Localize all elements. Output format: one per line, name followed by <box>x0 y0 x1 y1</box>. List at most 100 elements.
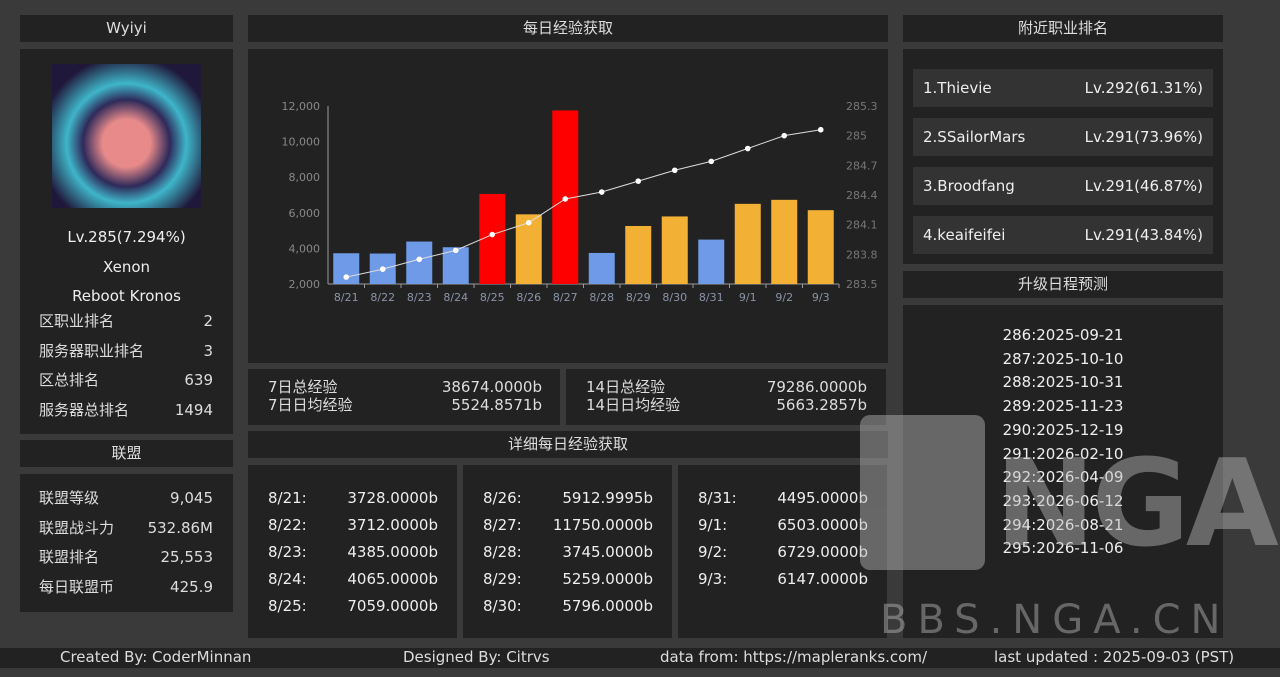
forecast-item: 290:2025-12-19 <box>1002 420 1124 439</box>
detail-row: 8/21: 3728.0000b <box>268 484 438 511</box>
nearby-title: 附近职业排名 <box>903 15 1223 42</box>
forecast-item: 287:2025-10-10 <box>1002 349 1124 368</box>
player-level: Lv.285(7.294%) <box>67 228 186 246</box>
nearby-rank-item[interactable]: 4.keaifeifei Lv.291(43.84%) <box>913 216 1213 254</box>
level-point <box>817 126 824 133</box>
player-name: Wyiyi <box>20 15 233 42</box>
level-point <box>744 145 751 152</box>
stat-row: 联盟等级 9,045 <box>39 484 213 514</box>
bar-8/31 <box>698 239 725 284</box>
detail-row: 8/27: 11750.0000b <box>483 511 653 538</box>
union-title: 联盟 <box>20 440 233 467</box>
chart-title: 每日经验获取 <box>248 15 888 42</box>
stat-row: 联盟排名 25,553 <box>39 543 213 573</box>
rank-name: 4.keaifeifei <box>923 226 1006 244</box>
x-tick-label: 8/24 <box>443 291 468 304</box>
stat-label: 联盟等级 <box>39 489 100 507</box>
detail-row: 8/30: 5796.0000b <box>483 592 653 619</box>
forecast-panel: 286:2025-09-21 287:2025-10-10 288:2025-10-… <box>903 305 1223 638</box>
level-point <box>671 167 678 174</box>
forecast-item: 291:2026-02-10 <box>1002 444 1124 463</box>
detail-exp: 3712.0000b <box>347 515 438 534</box>
footer: Created By: CoderMinnan Designed By: Cit… <box>0 648 1280 668</box>
detail-row: 8/22: 3712.0000b <box>268 511 438 538</box>
detail-exp: 3728.0000b <box>347 488 438 507</box>
stat-value: 639 <box>184 371 213 389</box>
detail-exp: 4495.0000b <box>777 488 868 507</box>
stat-label: 服务器总排名 <box>39 400 130 419</box>
footer-updated: last updated : 2025-09-03 (PST) <box>994 648 1235 666</box>
detail-date: 9/1: <box>698 515 728 534</box>
detail-date: 8/27: <box>483 515 522 534</box>
stat-label: 服务器职业排名 <box>39 341 145 360</box>
detail-date: 9/3: <box>698 569 728 588</box>
detail-row: 8/28: 3745.0000b <box>483 538 653 565</box>
detail-exp: 5912.9995b <box>562 488 653 507</box>
level-point <box>708 158 715 165</box>
detail-exp: 3745.0000b <box>562 542 653 561</box>
stat-row: 服务器总排名 1494 <box>39 396 213 426</box>
level-point <box>525 219 532 226</box>
stat-label: 区总排名 <box>39 371 100 389</box>
rank-name: 3.Broodfang <box>923 177 1015 195</box>
forecast-item: 292:2026-04-09 <box>1002 468 1124 487</box>
stat-row: 服务器职业排名 3 <box>39 337 213 367</box>
detail-row: 8/25: 7059.0000b <box>268 592 438 619</box>
forecast-item: 295:2026-11-06 <box>1002 539 1124 558</box>
stat-value: 1494 <box>174 400 213 419</box>
y-tick-label: 6,000 <box>289 207 321 220</box>
y-tick-label: 2,000 <box>289 278 321 291</box>
stat-label: 区职业排名 <box>39 312 115 330</box>
nearby-rank-item[interactable]: 3.Broodfang Lv.291(46.87%) <box>913 167 1213 205</box>
detail-date: 8/31: <box>698 488 737 507</box>
detail-col: 8/31: 4495.0000b 9/1: 6503.0000b 9/2: 6729.00… <box>678 465 887 638</box>
y2-tick-label: 284.1 <box>846 219 878 232</box>
rank-level: Lv.291(43.84%) <box>1084 226 1203 244</box>
y2-tick-label: 285 <box>846 130 867 143</box>
bar-9/2 <box>771 199 798 284</box>
level-line <box>346 129 821 278</box>
detail-row: 8/23: 4385.0000b <box>268 538 438 565</box>
footer-source-link[interactable]: data from: https://mapleranks.com/ <box>660 648 927 666</box>
detail-exp: 7059.0000b <box>347 596 438 615</box>
detail-date: 8/21: <box>268 488 307 507</box>
x-tick-label: 8/31 <box>699 291 724 304</box>
detail-exp: 6729.0000b <box>777 542 868 561</box>
forecast-item: 294:2026-08-21 <box>1002 515 1124 534</box>
detail-date: 8/24: <box>268 569 307 588</box>
level-point <box>598 189 605 195</box>
value: 38674.0000b <box>441 378 542 396</box>
stat-label: 每日联盟币 <box>39 577 115 596</box>
detail-row: 9/2: 6729.0000b <box>698 538 868 565</box>
detail-row: 8/26: 5912.9995b <box>483 484 653 511</box>
rank-name: 1.Thievie <box>923 79 992 97</box>
y2-tick-label: 284.4 <box>846 189 878 202</box>
forecast-item: 293:2026-06-12 <box>1002 491 1124 510</box>
value: 5663.2857b <box>776 396 867 414</box>
detail-exp: 5259.0000b <box>562 569 653 588</box>
y2-tick-label: 285.3 <box>846 100 878 113</box>
rank-level: Lv.292(61.31%) <box>1084 79 1203 97</box>
stat-row: 区职业排名 2 <box>39 307 213 337</box>
y-tick-label: 10,000 <box>282 136 321 149</box>
y-tick-label: 4,000 <box>289 242 321 255</box>
y2-tick-label: 283.8 <box>846 248 878 261</box>
nearby-rank-item[interactable]: 1.Thievie Lv.292(61.31%) <box>913 69 1213 107</box>
rank-level: Lv.291(46.87%) <box>1084 177 1203 195</box>
detail-date: 8/23: <box>268 542 307 561</box>
stat-value: 9,045 <box>170 489 213 507</box>
x-tick-label: 9/2 <box>775 291 793 304</box>
union-panel: 联盟等级 9,045 联盟战斗力 532.86M 联盟排名 25,553 每日联盟币 425.… <box>20 474 233 612</box>
player-job: Xenon <box>102 257 151 276</box>
forecast-item: 289:2025-11-23 <box>1002 397 1124 416</box>
detail-col: 8/26: 5912.9995b 8/27: 11750.0000b 8/28: 3745… <box>463 465 672 638</box>
y-tick-label: 12,000 <box>282 100 321 113</box>
detail-exp: 4065.0000b <box>347 569 438 588</box>
detail-date: 8/25: <box>268 596 307 615</box>
bar-9/1 <box>734 203 761 284</box>
bar-9/3 <box>807 210 834 284</box>
nearby-rank-item[interactable]: 2.SSailorMars Lv.291(73.96%) <box>913 118 1213 156</box>
summary-7d: 7日总经验 38674.0000b 7日日均经验 5524.8571b <box>248 369 560 425</box>
forecast-item: 286:2025-09-21 <box>1002 326 1124 344</box>
x-tick-label: 8/30 <box>662 291 687 304</box>
